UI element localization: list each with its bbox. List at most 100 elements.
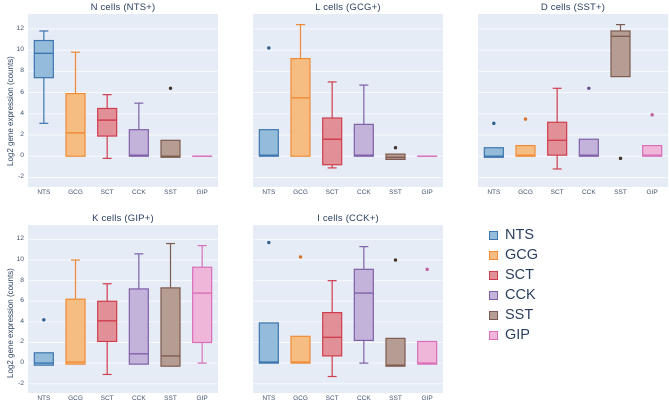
plot-area-background: [253, 225, 443, 393]
box-rect: [192, 266, 213, 344]
y-tick-8: 8: [20, 276, 24, 284]
legend: NTS GCG SCT CCK SST GIP: [489, 225, 538, 345]
box-nts: [258, 240, 279, 364]
y-tick-0: 0: [20, 152, 24, 160]
box-gip: [192, 245, 213, 364]
y-tick--2: -2: [17, 379, 24, 387]
box-rect: [610, 30, 631, 78]
x-tick-sct: SCT: [325, 189, 339, 196]
box-rect: [33, 352, 54, 366]
subplot-title: L cells (GCG+): [315, 2, 381, 13]
x-tick-cck: CCK: [131, 189, 146, 196]
box-cck: [353, 84, 374, 157]
x-tick-gip: GIP: [196, 189, 208, 196]
plot-area: [478, 14, 668, 187]
y-tick-12: 12: [16, 235, 24, 243]
legend-item-gcg: GCG: [489, 245, 538, 265]
legend-label: GIP: [505, 327, 530, 343]
outlier-dot: [425, 267, 429, 272]
outlier-dot: [298, 255, 303, 259]
x-tick-gip: GIP: [421, 395, 433, 402]
box-sst: [385, 258, 406, 367]
y-tick-0: 0: [20, 359, 24, 367]
legend-swatch-sst: [489, 310, 498, 320]
y-tick--2: -2: [17, 173, 24, 181]
x-tick-gcg: GCG: [68, 189, 83, 196]
plot-area-background: [28, 225, 218, 393]
box-rect: [547, 121, 568, 156]
x-tick-sct: SCT: [325, 395, 339, 402]
box-rect: [322, 312, 343, 357]
box-cck: [128, 102, 149, 157]
x-axis-tick-labels: NTS GCG SCT CCK SST GIP: [28, 187, 218, 199]
box-gcg: [65, 259, 86, 365]
box-nts: [258, 46, 279, 157]
box-sct: [322, 81, 343, 169]
box-cck: [353, 246, 374, 364]
y-tick-10: 10: [16, 46, 24, 54]
outlier-dot: [650, 113, 654, 117]
x-tick-cck: CCK: [356, 189, 371, 196]
subplot-n-cells: N cells (NTS+) NTS GCG SCT CCK SST GIP: [28, 1, 218, 199]
subplot-title: D cells (SST+): [540, 2, 606, 13]
plot-area: [253, 225, 443, 393]
box-rect: [483, 147, 504, 158]
box-rect: [642, 145, 663, 157]
box-gcg: [290, 255, 311, 364]
outlier-dot: [393, 146, 398, 150]
y-tick-2: 2: [20, 338, 24, 346]
box-rect: [65, 93, 86, 157]
box-rect: [353, 268, 374, 342]
x-tick-gcg: GCG: [293, 189, 308, 196]
legend-label: NTS: [505, 227, 534, 243]
box-rect: [128, 129, 149, 157]
legend-item-sst: SST: [489, 305, 538, 325]
x-tick-sst: SST: [614, 189, 627, 196]
plot-area: [28, 225, 218, 393]
y-tick-6: 6: [20, 297, 24, 305]
subplot-l-cells: L cells (GCG+) NTS GCG SCT CCK SST GIP: [253, 1, 443, 199]
box-cck: [578, 86, 599, 157]
box-rect: [417, 340, 438, 365]
x-tick-gcg: GCG: [68, 395, 83, 402]
box-rect: [65, 298, 86, 365]
x-tick-nts: NTS: [262, 395, 276, 402]
x-tick-sct: SCT: [550, 189, 564, 196]
box-rect: [160, 287, 181, 367]
box-sst: [160, 242, 181, 367]
x-tick-sct: SCT: [100, 189, 114, 196]
legend-label: GCG: [505, 247, 539, 263]
outlier-dot: [168, 86, 173, 90]
x-tick-sst: SST: [164, 395, 177, 402]
x-tick-nts: NTS: [262, 189, 276, 196]
box-rect: [515, 145, 536, 157]
x-axis-tick-labels: NTS GCG SCT CCK SST GIP: [253, 187, 443, 199]
plot-area-background: [478, 14, 668, 187]
outlier-dot: [618, 156, 623, 161]
x-tick-cck: CCK: [131, 395, 146, 402]
box-gip: [417, 267, 438, 365]
legend-label: SST: [505, 307, 534, 323]
x-tick-nts: NTS: [37, 189, 51, 196]
box-cck: [128, 253, 149, 365]
legend-swatch-gip: [489, 330, 498, 340]
outlier-dot: [42, 318, 46, 322]
x-tick-cck: CCK: [356, 395, 371, 402]
box-rect: [290, 335, 311, 364]
x-tick-sst: SST: [164, 189, 177, 196]
box-sct: [97, 283, 118, 376]
box-sst: [610, 24, 631, 161]
subplot-title: K cells (GIP+): [92, 213, 154, 224]
x-axis-tick-labels: NTS GCG SCT CCK SST GIP: [253, 393, 443, 405]
x-tick-gcg: GCG: [518, 189, 533, 196]
x-tick-sct: SCT: [100, 395, 114, 402]
box-sst: [160, 86, 181, 158]
box-gip: [642, 113, 663, 157]
box-rect: [97, 107, 118, 137]
plot-area: [253, 14, 443, 187]
x-tick-gip: GIP: [196, 395, 208, 402]
plot-area-background: [253, 14, 443, 187]
legend-swatch-cck: [489, 290, 498, 300]
outlier-dot: [587, 86, 591, 90]
